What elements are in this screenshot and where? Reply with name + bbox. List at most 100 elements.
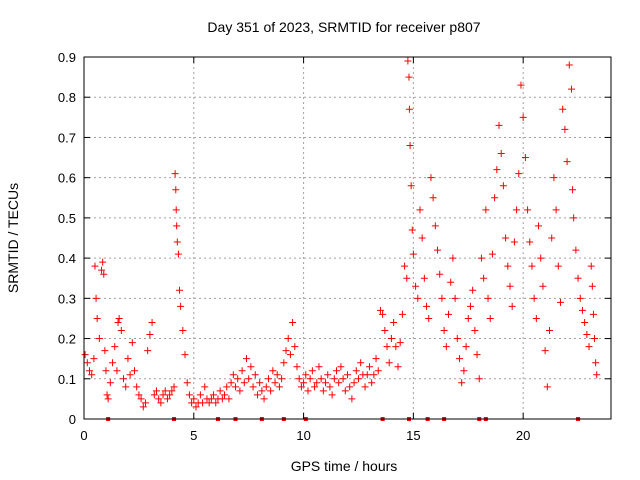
- data-point: [297, 383, 305, 391]
- data-point: [172, 186, 180, 194]
- data-point: [328, 391, 336, 399]
- data-point: [333, 367, 341, 375]
- data-point: [572, 246, 580, 254]
- data-point: [102, 367, 110, 375]
- data-point: [412, 282, 420, 290]
- grid-lines: [84, 57, 611, 419]
- data-point: [493, 166, 501, 174]
- data-point: [152, 387, 160, 395]
- data-point: [469, 286, 477, 294]
- data-point: [488, 250, 496, 258]
- data-point: [381, 327, 389, 335]
- data-point: [361, 383, 369, 391]
- data-point: [423, 302, 431, 310]
- data-point: [98, 266, 106, 274]
- data-point: [589, 310, 597, 318]
- data-point: [179, 327, 187, 335]
- x-tick-label: 10: [296, 428, 310, 443]
- data-point: [477, 254, 485, 262]
- data-point: [499, 182, 507, 190]
- data-point: [451, 294, 459, 302]
- data-point: [491, 194, 499, 202]
- data-point: [146, 331, 154, 339]
- data-point: [458, 379, 466, 387]
- data-point: [251, 371, 259, 379]
- data-point: [405, 73, 413, 81]
- data-point: [524, 206, 532, 214]
- data-point: [192, 403, 200, 411]
- data-point: [517, 81, 525, 89]
- data-point: [561, 125, 569, 133]
- data-point: [554, 262, 562, 270]
- data-point: [569, 186, 577, 194]
- data-point: [563, 158, 571, 166]
- data-point: [447, 278, 455, 286]
- data-point: [155, 395, 163, 403]
- data-point: [113, 367, 121, 375]
- data-point: [370, 371, 378, 379]
- data-point: [240, 379, 248, 387]
- data-point: [453, 335, 461, 343]
- data-point: [515, 170, 523, 178]
- y-tick-label: 0.8: [58, 90, 76, 105]
- data-point: [262, 383, 270, 391]
- data-point: [348, 395, 356, 403]
- data-point: [429, 194, 437, 202]
- data-point: [126, 371, 134, 379]
- y-tick-label: 0.4: [58, 251, 76, 266]
- data-point: [440, 327, 448, 335]
- data-point: [401, 262, 409, 270]
- data-point: [521, 154, 529, 162]
- data-point: [591, 335, 599, 343]
- x-tick-label: 0: [80, 428, 87, 443]
- data-point: [486, 314, 494, 322]
- data-point: [308, 367, 316, 375]
- data-point: [109, 359, 117, 367]
- data-point: [128, 339, 136, 347]
- data-point: [144, 347, 152, 355]
- data-point: [431, 222, 439, 230]
- data-point: [253, 391, 261, 399]
- data-point: [106, 379, 114, 387]
- data-point: [188, 399, 196, 407]
- data-point: [90, 355, 98, 363]
- data-point: [196, 391, 204, 399]
- data-point: [552, 206, 560, 214]
- data-point: [519, 113, 527, 121]
- data-point: [592, 359, 600, 367]
- data-point: [376, 306, 384, 314]
- data-point: [122, 383, 130, 391]
- y-tick-label: 0.3: [58, 291, 76, 306]
- data-point: [543, 383, 551, 391]
- data-point: [157, 399, 165, 407]
- data-point: [473, 351, 481, 359]
- data-point: [324, 371, 332, 379]
- data-point: [83, 359, 91, 367]
- data-point: [438, 294, 446, 302]
- data-point: [227, 379, 235, 387]
- data-point: [223, 383, 231, 391]
- data-point: [535, 222, 543, 230]
- data-point: [210, 391, 218, 399]
- data-point: [559, 105, 567, 113]
- data-point: [526, 238, 534, 246]
- data-point: [286, 351, 294, 359]
- data-point: [427, 174, 435, 182]
- data-point: [464, 314, 472, 322]
- data-point: [506, 282, 514, 290]
- y-tick-label: 0: [69, 412, 76, 427]
- data-point: [539, 282, 547, 290]
- data-point: [311, 383, 319, 391]
- data-point: [445, 310, 453, 318]
- data-point: [398, 310, 406, 318]
- data-point: [541, 347, 549, 355]
- data-point: [88, 371, 96, 379]
- data-point: [390, 318, 398, 326]
- data-point: [273, 371, 281, 379]
- data-point: [313, 379, 321, 387]
- data-point: [103, 391, 111, 399]
- x-axis-label: GPS time / hours: [291, 458, 398, 474]
- y-tick-label: 0.5: [58, 211, 76, 226]
- y-tick-label: 0.6: [58, 171, 76, 186]
- data-point: [131, 367, 139, 375]
